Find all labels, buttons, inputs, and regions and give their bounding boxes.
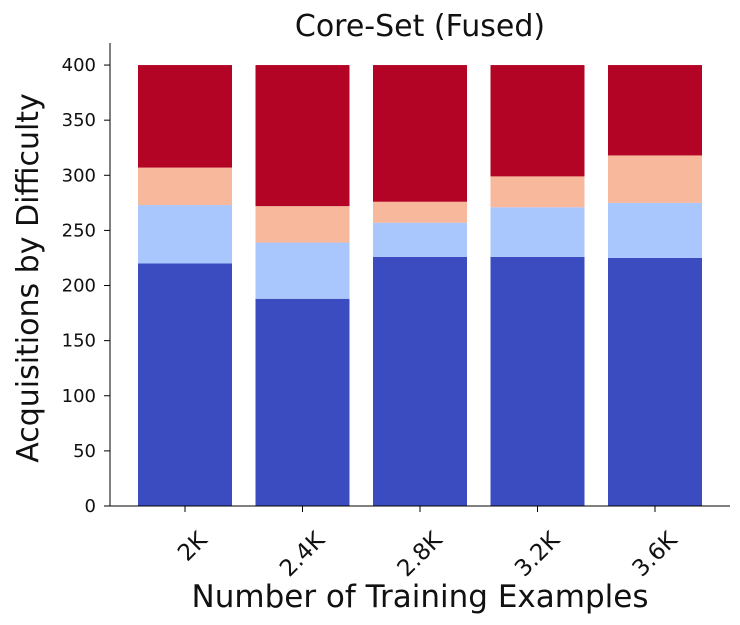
x-tick-label: 2.4K <box>275 527 331 583</box>
y-axis-ticks: 0 50 100 150 200 250 300 350 400 <box>62 55 110 517</box>
bar-segment-4-2K <box>138 65 232 168</box>
y-tick-label: 400 <box>62 55 96 76</box>
bar-segment-1-3.2K <box>490 256 585 506</box>
bar-segment-2-3.2K <box>490 207 585 257</box>
bar-segment-3-2.8K <box>373 201 467 223</box>
bar-segment-2-3.6K <box>608 202 702 258</box>
chart-title: Core-Set (Fused) <box>295 9 545 44</box>
bar-segment-3-3.6K <box>608 155 702 203</box>
bar-segment-1-3.6K <box>608 257 702 506</box>
y-tick-label: 250 <box>62 220 96 241</box>
y-tick-label: 100 <box>62 386 96 407</box>
y-tick-label: 50 <box>73 441 96 462</box>
y-tick-label: 300 <box>62 165 96 186</box>
bar-segment-2-2.4K <box>255 242 350 299</box>
bar-segment-4-3.2K <box>490 65 585 177</box>
bar-segment-4-3.6K <box>608 65 702 156</box>
x-axis-label: Number of Training Examples <box>192 579 649 615</box>
y-tick-label: 0 <box>85 496 96 517</box>
y-axis-label: Acquisitions by Difficulty <box>11 93 46 463</box>
bar-segment-1-2K <box>138 263 232 506</box>
bar-segment-4-2.8K <box>373 65 467 202</box>
x-tick-label: 3.2K <box>510 527 566 583</box>
bar-segment-3-2.4K <box>255 206 350 243</box>
y-tick-label: 200 <box>62 276 96 297</box>
bar-segment-1-2.4K <box>255 298 350 506</box>
bar-segment-4-2.4K <box>255 65 350 207</box>
y-tick-label: 350 <box>62 110 96 131</box>
bars <box>138 65 702 506</box>
x-tick-label: 2K <box>173 527 213 567</box>
bar-segment-1-2.8K <box>373 256 467 506</box>
bar-segment-3-3.2K <box>490 176 585 208</box>
y-tick-label: 150 <box>62 331 96 352</box>
x-tick-label: 3.6K <box>628 527 684 583</box>
bar-segment-2-2.8K <box>373 222 467 257</box>
x-tick-label: 2.8K <box>393 527 449 583</box>
bar-segment-2-2K <box>138 205 232 264</box>
x-axis-ticks: 2K 2.4K 2.8K 3.2K 3.6K <box>173 506 683 582</box>
bar-segment-3-2K <box>138 167 232 206</box>
